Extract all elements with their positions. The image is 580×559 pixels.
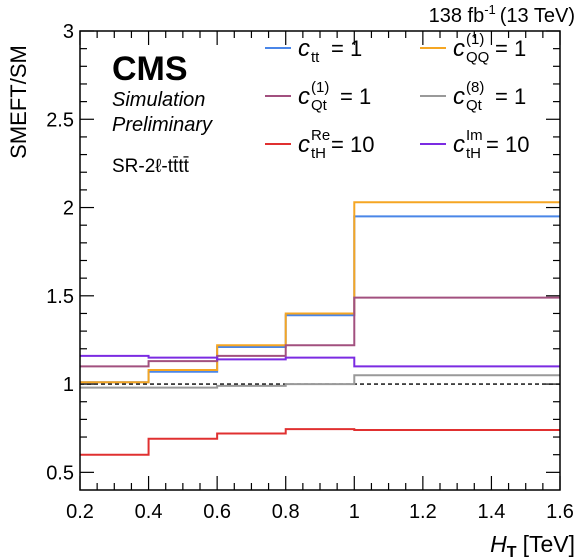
legend-value: = 1 (331, 36, 362, 61)
y-tick-label: 3 (63, 21, 74, 43)
x-axis-label: HT [TeV] (490, 531, 575, 559)
x-tick-label: 1.4 (478, 501, 506, 523)
region-label: SR-2ℓ-tt̄tt̄ (112, 156, 190, 177)
series-group (80, 201, 560, 456)
legend-value: = 1 (340, 84, 371, 109)
legend-symbol: c (453, 131, 465, 158)
legend-value: = 1 (495, 36, 526, 61)
simulation-label: Simulation (112, 89, 205, 111)
plot-frame (79, 30, 561, 491)
legend-superscript: Im (466, 127, 483, 144)
legend-subscript: tt (311, 49, 320, 66)
series-line (80, 296, 560, 368)
series-line (80, 374, 560, 389)
cms-label: CMS (112, 50, 188, 88)
series-line (80, 428, 560, 456)
legend-subscript: Qt (311, 97, 328, 114)
legend-symbol: c (298, 35, 310, 62)
legend-superscript: Re (311, 127, 330, 144)
x-tick-label: 1 (349, 501, 360, 523)
legend-subscript: tH (466, 145, 481, 162)
x-tick-label: 0.6 (203, 501, 231, 523)
legend-superscript: (1) (311, 79, 329, 96)
legend-subscript: tH (311, 145, 326, 162)
y-tick-label: 0.5 (46, 462, 74, 484)
series-line (80, 201, 560, 384)
legend-symbol: c (298, 131, 310, 158)
x-tick-label: 0.8 (272, 501, 300, 523)
y-tick-label: 2.5 (46, 109, 74, 131)
x-tick-label: 0.4 (135, 501, 163, 523)
y-tick-label: 1 (63, 374, 74, 396)
legend-symbol: c (453, 83, 465, 110)
y-tick-label: 2 (63, 198, 74, 220)
legend-value: = 1 (495, 84, 526, 109)
x-tick-label: 0.2 (66, 501, 94, 523)
x-tick-label: 1.6 (546, 501, 574, 523)
lumi-label: 138 fb-1 (13 TeV) (429, 2, 575, 27)
y-axis-label: SMEFT/SM (6, 45, 31, 159)
legend-subscript: Qt (466, 97, 483, 114)
legend-value: = 10 (331, 132, 374, 157)
legend-symbol: c (453, 35, 465, 62)
legend-symbol: c (298, 83, 310, 110)
y-tick-label: 1.5 (46, 286, 74, 308)
legend-superscript: (8) (466, 79, 484, 96)
preliminary-label: Preliminary (112, 114, 213, 136)
legend-superscript: (1) (466, 31, 484, 48)
legend-subscript: QQ (466, 49, 489, 66)
series-line (80, 354, 560, 368)
axis-ticks: 0.2 0.4 0.6 0.8 1 1.2 1.4 1.6 0.5 1 1.5 2 2.5 3 (46, 21, 574, 523)
x-tick-label: 1.2 (409, 501, 437, 523)
legend-value: = 10 (486, 132, 529, 157)
legend: c tt = 1 c QQ(1) = 1c Qt(1) = 1 c Qt(8) = 1c tH… (265, 31, 529, 162)
